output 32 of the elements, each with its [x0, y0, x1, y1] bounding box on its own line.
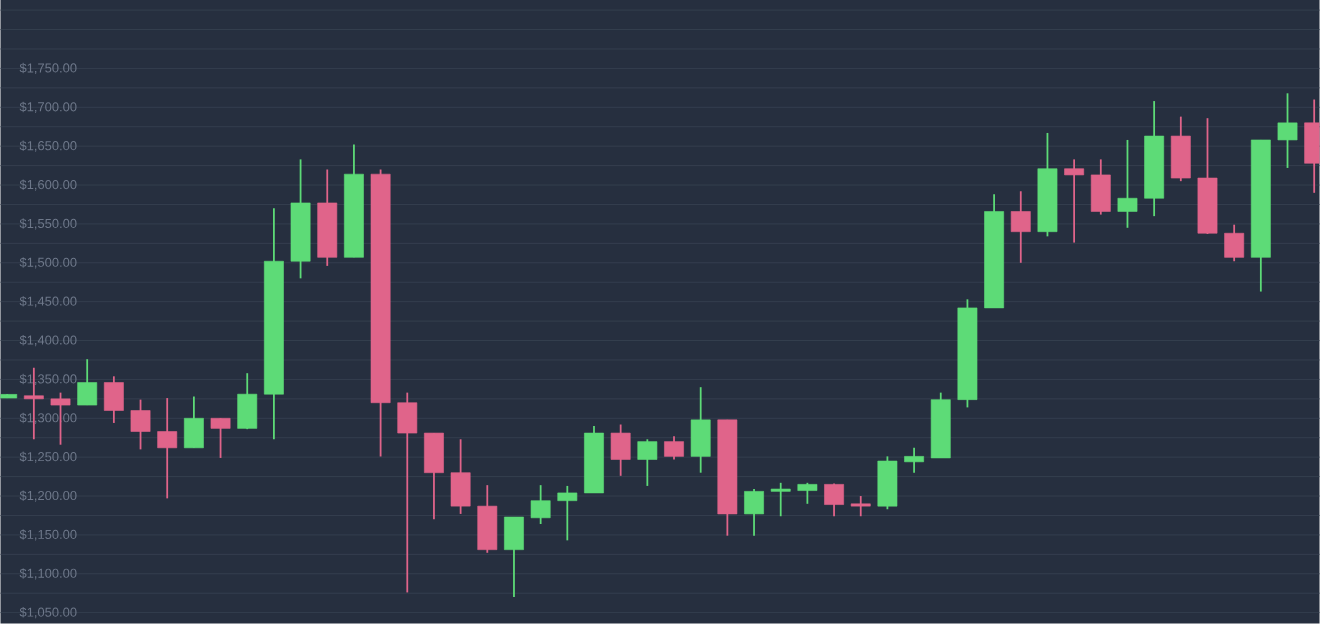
- candlestick: [183, 395, 204, 449]
- candlestick: [1277, 91, 1298, 169]
- candlestick: [477, 483, 498, 554]
- candlestick: [130, 398, 151, 450]
- candlestick: [237, 371, 258, 430]
- candlestick: [157, 396, 178, 499]
- candlestick: [1224, 223, 1245, 262]
- candlestick: [450, 437, 471, 515]
- candlestick: [77, 357, 98, 406]
- candlestick: [690, 385, 711, 474]
- candlestick: [1064, 158, 1085, 244]
- candlestick: [504, 515, 524, 598]
- candlestick: [824, 482, 844, 517]
- candlestick: [850, 494, 871, 517]
- candlestick: [877, 455, 898, 510]
- candlestick: [530, 483, 551, 525]
- candlestick: [210, 416, 231, 459]
- candlestick: [664, 434, 684, 460]
- candlestick: [397, 391, 418, 593]
- candlestick: [1010, 189, 1031, 264]
- candlestick: [637, 437, 658, 487]
- candlestick: [1117, 138, 1138, 229]
- candlestick: [424, 431, 444, 520]
- candlestick: [610, 423, 631, 477]
- candlestick: [904, 446, 924, 474]
- candlestick: [770, 481, 791, 517]
- candlestick: [1170, 115, 1191, 182]
- candlestick: [1090, 158, 1111, 216]
- candlestick: [744, 487, 764, 537]
- candlestick: [557, 484, 578, 541]
- candlestick: [797, 481, 818, 505]
- candlestick: [103, 374, 124, 424]
